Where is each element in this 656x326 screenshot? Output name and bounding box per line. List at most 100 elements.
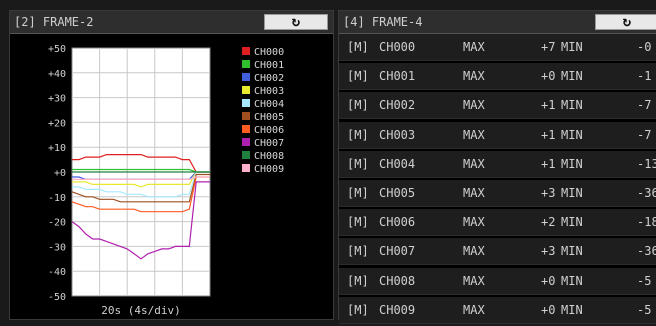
- series-line-ch003: [72, 171, 210, 188]
- legend-swatch: [242, 86, 250, 94]
- row-min-value: -1: [637, 69, 652, 84]
- table-row[interactable]: [M] CH007 MAX +3 MIN -36: [339, 238, 656, 266]
- row-max-label: MAX: [463, 98, 485, 113]
- row-min-label: MIN: [561, 215, 583, 230]
- table-row[interactable]: [M] CH002 MAX +1 MIN -7: [339, 92, 656, 120]
- y-tick-label: +30: [48, 94, 66, 105]
- row-tag: [M]: [347, 244, 369, 259]
- row-channel: CH003: [379, 127, 416, 142]
- table-row[interactable]: [M] CH000 MAX +7 MIN -0: [339, 34, 656, 61]
- series-line-ch006: [71, 176, 210, 213]
- row-min-value: -7: [637, 98, 652, 113]
- frame-4-title: [4] FRAME-4: [343, 15, 423, 29]
- series-line-ch000: [72, 154, 210, 173]
- legend-entry: CH007: [254, 138, 284, 149]
- y-tick-label: -50: [48, 292, 66, 303]
- row-max-value: +1: [541, 127, 556, 142]
- legend-swatch: [242, 125, 250, 133]
- min-max-table: [M] CH000 MAX +7 MIN -0 [M] CH001 MAX +0 MIN -1 [M] C…: [339, 34, 656, 326]
- row-tag: [M]: [347, 98, 369, 113]
- series-line-ch004: [72, 171, 210, 198]
- frame-2-header: [2] FRAME-2 ↻: [10, 11, 333, 34]
- row-tag: [M]: [347, 273, 369, 288]
- legend-entry: CH002: [254, 73, 284, 84]
- row-min-label: MIN: [561, 302, 583, 317]
- row-max-label: MAX: [463, 273, 485, 288]
- row-max-label: MAX: [463, 302, 485, 317]
- row-max-value: +3: [541, 185, 556, 200]
- row-min-label: MIN: [561, 273, 583, 288]
- legend-entry: CH004: [254, 99, 284, 110]
- row-min-value: -5: [637, 302, 652, 317]
- row-channel: CH008: [379, 273, 416, 288]
- legend-swatch: [242, 164, 250, 172]
- row-max-label: MAX: [463, 244, 485, 259]
- table-row[interactable]: [M] CH003 MAX +1 MIN -7: [339, 121, 656, 149]
- y-tick-label: -40: [48, 267, 66, 278]
- frame-4-panel: [4] FRAME-4 ↻ [M] CH000 MAX +7 MIN -0 [M] CH001…: [338, 10, 656, 324]
- series-line-ch009: [72, 176, 210, 180]
- frame-2-refresh-button[interactable]: ↻: [264, 14, 328, 30]
- x-axis-label: 20s (4s/div): [101, 304, 180, 317]
- row-max-value: +0: [541, 69, 556, 84]
- row-tag: [M]: [347, 185, 369, 200]
- legend-swatch: [242, 47, 250, 55]
- row-tag: [M]: [347, 215, 369, 230]
- refresh-icon: ↻: [622, 14, 632, 30]
- legend-swatch: [242, 73, 250, 81]
- y-tick-label: +10: [48, 143, 66, 154]
- table-row[interactable]: [M] CH004 MAX +1 MIN -13: [339, 150, 656, 178]
- legend-entry: CH003: [254, 86, 284, 97]
- legend-entry: CH008: [254, 151, 284, 162]
- row-channel: CH009: [379, 302, 416, 317]
- table-row[interactable]: [M] CH006 MAX +2 MIN -18: [339, 209, 656, 237]
- row-max-label: MAX: [463, 215, 485, 230]
- frame-2-panel: [2] FRAME-2 ↻ +50 +40 +30 +20 +10 +0 -10 -20 -30…: [9, 10, 334, 320]
- row-max-value: +1: [541, 156, 556, 171]
- y-tick-label: -20: [48, 218, 66, 229]
- table-row[interactable]: [M] CH005 MAX +3 MIN -36: [339, 179, 656, 207]
- legend-entry: CH000: [254, 47, 284, 58]
- legend-swatch: [242, 99, 250, 107]
- row-max-label: MAX: [463, 40, 485, 54]
- legend-entry: CH006: [254, 125, 284, 136]
- row-min-label: MIN: [561, 244, 583, 259]
- row-min-value: -5: [637, 273, 652, 288]
- series-line-ch007: [71, 181, 210, 260]
- row-max-label: MAX: [463, 156, 485, 171]
- row-min-value: -18: [637, 215, 656, 230]
- frame-2-title: [2] FRAME-2: [14, 15, 94, 29]
- legend-entry: CH001: [254, 60, 284, 71]
- row-channel: CH005: [379, 185, 416, 200]
- y-tick-label: -30: [48, 242, 66, 253]
- row-min-value: -36: [637, 185, 656, 200]
- y-tick-label: -10: [48, 193, 66, 204]
- row-max-value: +1: [541, 98, 556, 113]
- row-channel: CH004: [379, 156, 416, 171]
- legend-entry: CH005: [254, 112, 284, 123]
- legend-swatch: [242, 60, 250, 68]
- row-min-value: -0: [637, 40, 652, 54]
- row-min-label: MIN: [561, 127, 583, 142]
- table-row[interactable]: [M] CH008 MAX +0 MIN -5: [339, 267, 656, 295]
- row-min-label: MIN: [561, 40, 583, 54]
- table-row[interactable]: [M] CH001 MAX +0 MIN -1: [339, 63, 656, 91]
- row-max-value: +0: [541, 273, 556, 288]
- row-max-label: MAX: [463, 127, 485, 142]
- row-channel: CH006: [379, 215, 416, 230]
- series-line-ch001: [72, 168, 210, 173]
- y-tick-label: +0: [54, 168, 66, 179]
- row-tag: [M]: [347, 69, 369, 84]
- row-max-value: +2: [541, 215, 556, 230]
- series-line-ch005: [71, 173, 210, 203]
- row-min-value: -36: [637, 244, 656, 259]
- row-channel: CH002: [379, 98, 416, 113]
- row-max-value: +7: [541, 40, 556, 54]
- row-tag: [M]: [347, 302, 369, 317]
- row-min-value: -13: [637, 156, 656, 171]
- frame-4-refresh-button[interactable]: ↻: [595, 14, 656, 30]
- trend-chart: +50 +40 +30 +20 +10 +0 -10 -20 -30 -40 -50 20s (4s/…: [48, 44, 284, 317]
- row-channel: CH007: [379, 244, 416, 259]
- legend-swatch: [242, 151, 250, 159]
- row-tag: [M]: [347, 40, 369, 54]
